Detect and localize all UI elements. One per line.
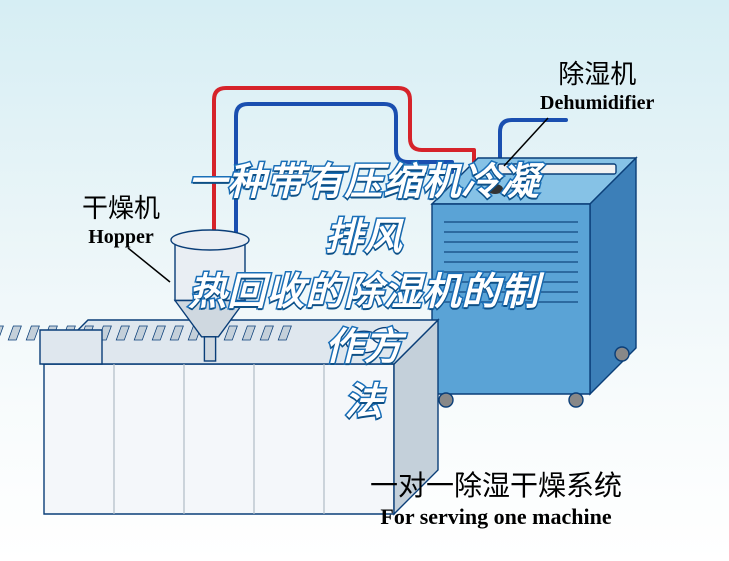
hopper-lid — [171, 230, 249, 250]
label-hopper: 干燥机 Hopper — [82, 192, 160, 250]
extruder-base-front — [44, 364, 394, 514]
pipe-blue — [236, 104, 452, 248]
label-hopper-en: Hopper — [82, 225, 160, 250]
label-dehumidifier-en: Dehumidifier — [540, 91, 654, 116]
label-system-en: For serving one machine — [370, 503, 622, 531]
label-hopper-cn: 干燥机 — [82, 192, 160, 225]
dehumidifier-handle — [498, 164, 616, 174]
dehumidifier-unit — [432, 158, 636, 407]
label-dehumidifier: 除湿机 Dehumidifier — [540, 58, 654, 116]
label-system-title: 一对一除湿干燥系统 For serving one machine — [370, 468, 622, 531]
leader-line-hopper — [128, 248, 170, 282]
label-dehumidifier-cn: 除湿机 — [540, 58, 654, 91]
dehumidifier-port — [487, 184, 503, 194]
label-system-cn: 一对一除湿干燥系统 — [370, 468, 622, 503]
extruder-head — [40, 330, 102, 364]
dehumidifier-port — [517, 180, 533, 190]
hopper-stem — [204, 337, 215, 361]
